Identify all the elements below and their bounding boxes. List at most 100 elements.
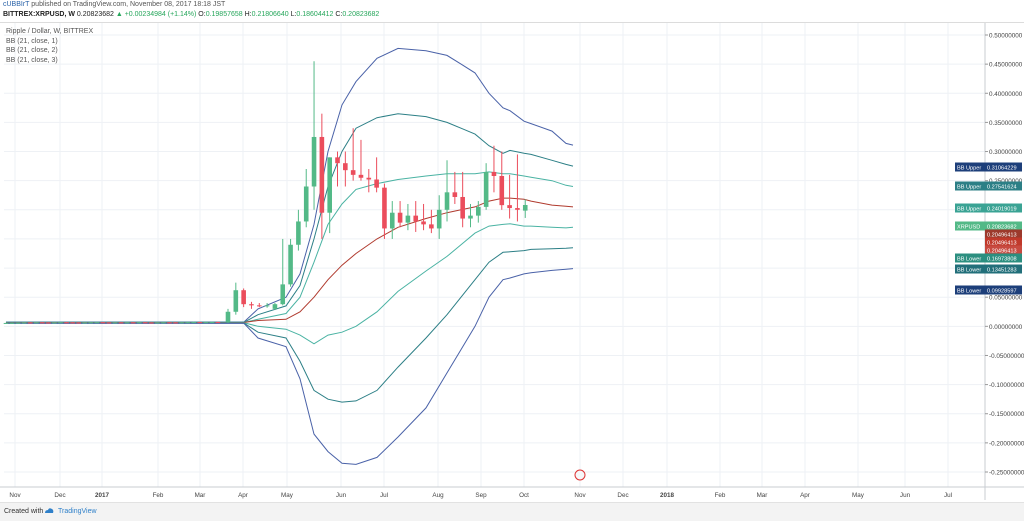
high-value: 0.21806640 <box>251 11 289 18</box>
candle-body <box>155 322 160 324</box>
close-label: C: <box>335 11 343 18</box>
series-value-label: 0.31064229 <box>987 165 1017 171</box>
candle-body <box>382 187 387 229</box>
legend-title[interactable]: Ripple / Dollar, W, BITTREX <box>6 28 94 35</box>
bollinger-band-line <box>6 171 574 323</box>
x-tick-label: Jun <box>336 492 347 499</box>
legend-bb2[interactable]: BB (21, close, 2) <box>6 47 58 54</box>
y-tick-label: -0.20000000 <box>989 440 1024 447</box>
candle-body <box>161 322 166 324</box>
open-label: O: <box>198 11 206 18</box>
x-tick-label: Mar <box>195 492 206 499</box>
candle-body <box>468 215 473 219</box>
legend-bb3[interactable]: BB (21, close, 3) <box>6 56 58 64</box>
candle-body <box>350 170 356 175</box>
candle-body <box>40 322 45 324</box>
candle-body <box>225 311 231 323</box>
candle-body <box>280 284 286 305</box>
bollinger-band-line <box>6 47 574 323</box>
bollinger-band-line <box>6 223 574 345</box>
symbol-label[interactable]: BITTREX:XRPUSD, W <box>3 11 75 18</box>
tradingview-link[interactable]: TradingView <box>58 508 97 515</box>
series-name-label: BB Lower <box>957 256 981 262</box>
x-tick-label: Sep <box>475 492 487 499</box>
y-tick-label: 0.30000000 <box>989 149 1023 156</box>
candle-body <box>191 322 197 324</box>
candle-body <box>249 304 254 306</box>
x-tick-label: Oct <box>519 492 529 499</box>
candle-body <box>366 177 372 180</box>
candle-body <box>233 290 239 312</box>
candle-body <box>167 322 172 324</box>
x-tick-label: Jul <box>380 492 388 499</box>
candle-body <box>179 322 184 324</box>
candle-body <box>256 305 262 307</box>
candle-body <box>88 322 94 324</box>
candle-body <box>476 206 481 216</box>
series-value-tag <box>985 285 1022 295</box>
low-value: 0.18604412 <box>296 11 334 18</box>
x-tick-label: Dec <box>54 492 65 499</box>
candle-body <box>203 322 209 324</box>
candle-body <box>264 305 270 307</box>
candle-body <box>405 215 411 223</box>
candle-body <box>358 174 364 178</box>
x-tick-label: Jun <box>900 492 911 499</box>
price-change: ▲ +0.00234984 (+1.14%) <box>115 11 197 18</box>
candle-body <box>33 322 39 324</box>
candle-body <box>76 322 81 324</box>
candle-body <box>288 244 293 285</box>
candle-body <box>436 209 442 229</box>
candle-body <box>397 212 403 223</box>
x-tick-label: Mar <box>757 492 768 499</box>
bollinger-band-line <box>6 113 574 323</box>
candle-body <box>343 163 348 171</box>
author-link[interactable]: cUBBIrT <box>3 1 30 8</box>
candle-body <box>3 322 9 324</box>
candle-body <box>374 179 379 188</box>
event-flag-icon <box>574 469 586 481</box>
candle-body <box>491 171 497 177</box>
candle-body <box>499 176 505 206</box>
x-tick-label: Feb <box>153 492 164 499</box>
candle-body <box>319 136 325 213</box>
series-name-tag <box>955 264 985 274</box>
price-chart[interactable]: 0.50000000 0.45000000 0.40000000 0.35000000… <box>0 23 1024 500</box>
candle-body <box>444 192 450 210</box>
series-name-label: BB Upper <box>957 184 981 190</box>
candle-body <box>421 221 426 225</box>
created-with-text: Created with <box>4 508 44 515</box>
candle-body <box>124 322 130 324</box>
candle-body <box>149 322 154 324</box>
indicator-legend: Ripple / Dollar, W, BITTREX BB (21, clos… <box>6 27 93 65</box>
series-value-tag <box>985 229 1022 239</box>
series-name-tag <box>955 162 985 172</box>
series-name-label: BB Upper <box>957 165 981 171</box>
publish-info: cUBBIrT published on TradingView.com, No… <box>3 1 225 8</box>
bollinger-band-line <box>6 268 574 465</box>
candle-body <box>64 322 69 324</box>
bollinger-band-line <box>6 197 574 323</box>
x-tick-label: Dec <box>617 492 628 499</box>
candle-body <box>241 290 246 305</box>
series-name-tag <box>955 285 985 295</box>
candle-body <box>429 224 434 229</box>
candle-body <box>515 208 520 210</box>
series-name-label: BB Upper <box>957 206 981 212</box>
candle-body <box>118 322 124 324</box>
series-value-label: 0.13451283 <box>987 267 1017 273</box>
series-value-tag <box>985 203 1022 213</box>
candle-body <box>27 322 33 324</box>
candle-body <box>215 322 221 324</box>
y-tick-label: 0.05000000 <box>989 295 1023 302</box>
legend-bb1[interactable]: BB (21, close, 1) <box>6 37 58 45</box>
series-value-tag <box>985 253 1022 263</box>
series-value-label: 0.24019019 <box>987 206 1017 212</box>
chart-area[interactable]: 0.50000000 0.45000000 0.40000000 0.35000000… <box>0 22 1024 500</box>
candle-body <box>327 157 332 213</box>
x-tick-label: Nov <box>574 492 586 499</box>
series-value-label: 0.20496413 <box>987 232 1017 238</box>
series-value-tag <box>985 245 1022 255</box>
candle-body <box>21 322 27 324</box>
y-tick-label: -0.15000000 <box>989 411 1024 418</box>
